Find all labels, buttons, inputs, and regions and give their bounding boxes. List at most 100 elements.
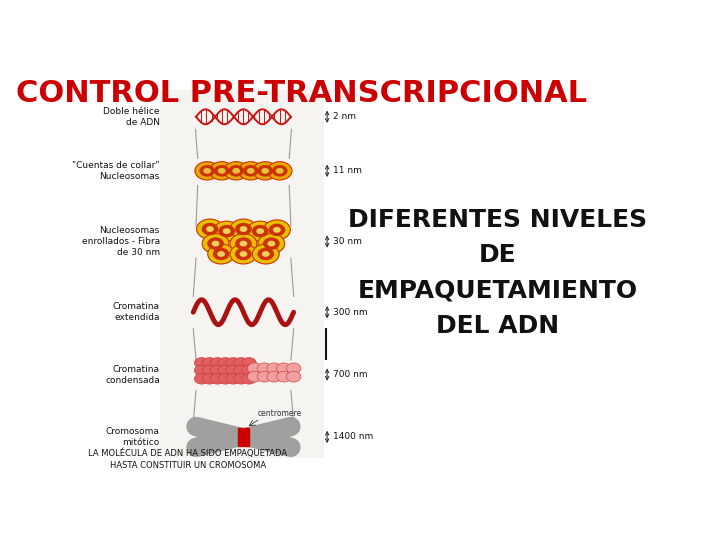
Circle shape [257, 363, 271, 374]
Circle shape [252, 225, 269, 238]
Text: Nucleosomas
enrollados - Fibra
de 30 nm: Nucleosomas enrollados - Fibra de 30 nm [81, 226, 160, 257]
Circle shape [258, 248, 274, 260]
Circle shape [234, 357, 248, 368]
Circle shape [276, 363, 291, 374]
Circle shape [218, 357, 233, 368]
Text: "Cuentas de collar"
Nucleosomas: "Cuentas de collar" Nucleosomas [72, 161, 160, 181]
Circle shape [248, 363, 262, 374]
Circle shape [210, 373, 225, 384]
Text: 700 nm: 700 nm [333, 370, 367, 379]
Circle shape [210, 357, 225, 368]
Circle shape [233, 168, 240, 174]
Circle shape [222, 228, 230, 234]
Circle shape [194, 365, 209, 376]
Circle shape [202, 365, 217, 376]
Circle shape [240, 241, 248, 246]
Circle shape [258, 165, 273, 177]
Circle shape [213, 248, 230, 260]
Text: LA MOLÉCULA DE ADN HA SIDO EMPAQUETADA
HASTA CONSTITUIR UN CROMOSOMA: LA MOLÉCULA DE ADN HA SIDO EMPAQUETADA H… [88, 449, 287, 470]
Circle shape [261, 168, 269, 174]
Circle shape [287, 363, 301, 374]
Text: Cromosoma
mitótico: Cromosoma mitótico [106, 427, 160, 447]
Circle shape [240, 226, 248, 232]
Circle shape [194, 373, 209, 384]
Text: 300 nm: 300 nm [333, 308, 367, 316]
Circle shape [234, 365, 248, 376]
Circle shape [240, 251, 248, 257]
Circle shape [210, 365, 225, 376]
Circle shape [213, 221, 240, 241]
Circle shape [202, 373, 217, 384]
Text: 30 nm: 30 nm [333, 237, 361, 246]
Circle shape [276, 168, 284, 174]
Bar [238, 428, 249, 446]
Circle shape [235, 248, 252, 260]
Circle shape [248, 371, 262, 382]
Circle shape [267, 371, 282, 382]
Circle shape [218, 373, 233, 384]
Circle shape [202, 234, 229, 254]
Circle shape [217, 251, 225, 257]
Text: 2 nm: 2 nm [333, 112, 356, 122]
Circle shape [258, 234, 284, 254]
Circle shape [238, 161, 263, 180]
Circle shape [197, 219, 223, 239]
Circle shape [269, 224, 285, 236]
Circle shape [226, 357, 240, 368]
Text: 11 nm: 11 nm [333, 166, 361, 176]
Circle shape [230, 219, 257, 239]
Circle shape [253, 161, 277, 180]
Circle shape [242, 365, 256, 376]
Circle shape [230, 244, 257, 264]
Circle shape [203, 168, 211, 174]
Circle shape [242, 373, 256, 384]
Circle shape [230, 234, 257, 254]
Circle shape [214, 165, 230, 177]
Circle shape [263, 238, 280, 250]
Circle shape [207, 238, 224, 250]
Circle shape [195, 161, 220, 180]
Circle shape [267, 241, 275, 246]
Circle shape [264, 220, 290, 240]
Text: Doble hélice
de ADN: Doble hélice de ADN [103, 107, 160, 127]
Circle shape [287, 371, 301, 382]
Circle shape [217, 168, 225, 174]
Circle shape [262, 251, 270, 257]
Circle shape [272, 165, 287, 177]
Circle shape [226, 365, 240, 376]
Circle shape [247, 221, 274, 241]
Circle shape [202, 223, 218, 235]
Circle shape [257, 371, 271, 382]
Circle shape [226, 373, 240, 384]
Circle shape [235, 238, 252, 250]
Text: 1400 nm: 1400 nm [333, 433, 373, 441]
Circle shape [202, 357, 217, 368]
Circle shape [243, 165, 258, 177]
Text: centromere: centromere [258, 409, 302, 418]
Circle shape [256, 228, 264, 234]
Circle shape [228, 165, 244, 177]
Circle shape [276, 371, 291, 382]
Circle shape [273, 227, 281, 233]
Circle shape [234, 373, 248, 384]
Circle shape [242, 357, 256, 368]
Circle shape [224, 161, 248, 180]
Circle shape [206, 226, 214, 232]
Circle shape [267, 363, 282, 374]
Text: DIFERENTES NIVELES
DE
EMPAQUETAMIENTO
DEL ADN: DIFERENTES NIVELES DE EMPAQUETAMIENTO DE… [348, 207, 647, 338]
Circle shape [208, 244, 235, 264]
Circle shape [212, 241, 220, 246]
Circle shape [247, 168, 255, 174]
Text: Cromatina
extendida: Cromatina extendida [113, 302, 160, 322]
Text: Cromatina
condensada: Cromatina condensada [105, 364, 160, 384]
Circle shape [210, 161, 234, 180]
Circle shape [253, 244, 279, 264]
Circle shape [199, 165, 215, 177]
Circle shape [235, 223, 252, 235]
FancyBboxPatch shape [160, 90, 324, 458]
Circle shape [218, 365, 233, 376]
Text: CONTROL PRE-TRANSCRIPCIONAL: CONTROL PRE-TRANSCRIPCIONAL [17, 79, 588, 109]
Circle shape [267, 161, 292, 180]
Circle shape [194, 357, 209, 368]
Circle shape [218, 225, 235, 238]
